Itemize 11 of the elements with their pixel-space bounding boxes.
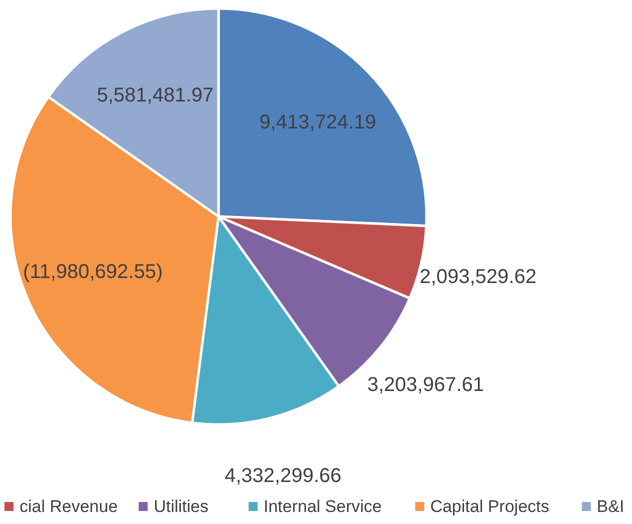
legend-label: Internal Service bbox=[264, 497, 382, 516]
data-label: 5,581,481.97 bbox=[96, 84, 214, 107]
legend-label: cial Revenue bbox=[20, 497, 118, 516]
data-label: 4,332,299.66 bbox=[224, 464, 342, 487]
legend-label: B&I bbox=[596, 497, 624, 516]
legend-label: Capital Projects bbox=[430, 497, 550, 516]
data-label: (11,980,692.55) bbox=[23, 260, 163, 283]
data-label: 3,203,967.61 bbox=[367, 374, 484, 396]
data-label: 9,413,724.19 bbox=[259, 112, 376, 134]
legend-label: Utilities bbox=[154, 497, 208, 516]
data-label: 2,093,529.62 bbox=[420, 266, 536, 288]
